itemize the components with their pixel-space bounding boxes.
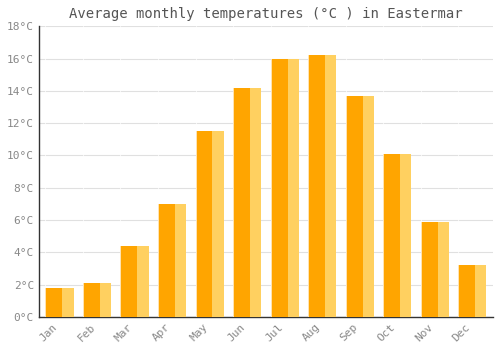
Bar (212, 131, 224, 317)
Bar (458, 265, 475, 317)
Bar (120, 246, 138, 317)
Bar (346, 96, 362, 317)
Bar (270, 58, 287, 317)
Bar (362, 96, 374, 317)
Bar (288, 58, 299, 317)
Bar (196, 131, 212, 317)
Bar (100, 283, 111, 317)
Bar (83, 283, 100, 317)
Bar (138, 246, 148, 317)
Bar (250, 88, 261, 317)
Title: Average monthly temperatures (°C ) in Eastermar: Average monthly temperatures (°C ) in Ea… (69, 7, 462, 21)
Bar (400, 154, 411, 317)
Bar (175, 204, 186, 317)
Bar (475, 265, 486, 317)
Bar (383, 154, 400, 317)
Bar (62, 288, 74, 317)
Bar (46, 288, 62, 317)
Bar (158, 204, 175, 317)
Bar (233, 88, 250, 317)
Bar (438, 222, 449, 317)
Bar (421, 222, 438, 317)
Bar (325, 55, 336, 317)
Bar (308, 55, 325, 317)
